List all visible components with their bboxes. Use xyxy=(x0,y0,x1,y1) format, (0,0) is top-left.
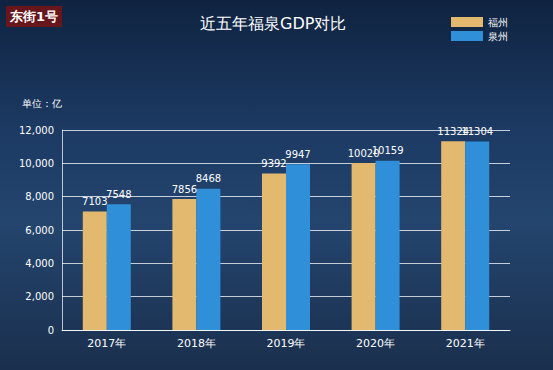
svg-text:6,000: 6,000 xyxy=(25,225,54,236)
svg-text:泉州: 泉州 xyxy=(488,31,508,42)
svg-text:9392: 9392 xyxy=(261,158,286,169)
svg-text:10159: 10159 xyxy=(372,145,404,156)
svg-text:8468: 8468 xyxy=(196,173,221,184)
svg-text:8,000: 8,000 xyxy=(25,191,54,202)
svg-text:单位：亿: 单位：亿 xyxy=(22,98,62,109)
svg-text:7856: 7856 xyxy=(172,184,197,195)
svg-text:10020: 10020 xyxy=(347,147,380,159)
svg-text:11324: 11324 xyxy=(437,125,470,137)
svg-text:9947: 9947 xyxy=(285,149,310,160)
svg-text:7548: 7548 xyxy=(106,189,131,200)
svg-text:近五年福泉GDP对比: 近五年福泉GDP对比 xyxy=(200,14,346,33)
svg-text:2019年: 2019年 xyxy=(267,337,306,350)
svg-text:10,000: 10,000 xyxy=(19,158,54,169)
svg-text:0: 0 xyxy=(48,325,54,336)
svg-text:12,000: 12,000 xyxy=(19,125,54,136)
svg-text:福州: 福州 xyxy=(488,17,508,28)
svg-text:2017年: 2017年 xyxy=(87,337,126,350)
svg-text:4,000: 4,000 xyxy=(25,258,54,269)
svg-text:2021年: 2021年 xyxy=(446,337,485,350)
svg-text:2018年: 2018年 xyxy=(177,337,216,350)
svg-text:东街1号: 东街1号 xyxy=(9,9,58,24)
svg-text:11304: 11304 xyxy=(461,126,493,137)
svg-text:2020年: 2020年 xyxy=(356,337,395,350)
svg-text:2,000: 2,000 xyxy=(25,291,54,302)
svg-text:7103: 7103 xyxy=(82,196,107,207)
